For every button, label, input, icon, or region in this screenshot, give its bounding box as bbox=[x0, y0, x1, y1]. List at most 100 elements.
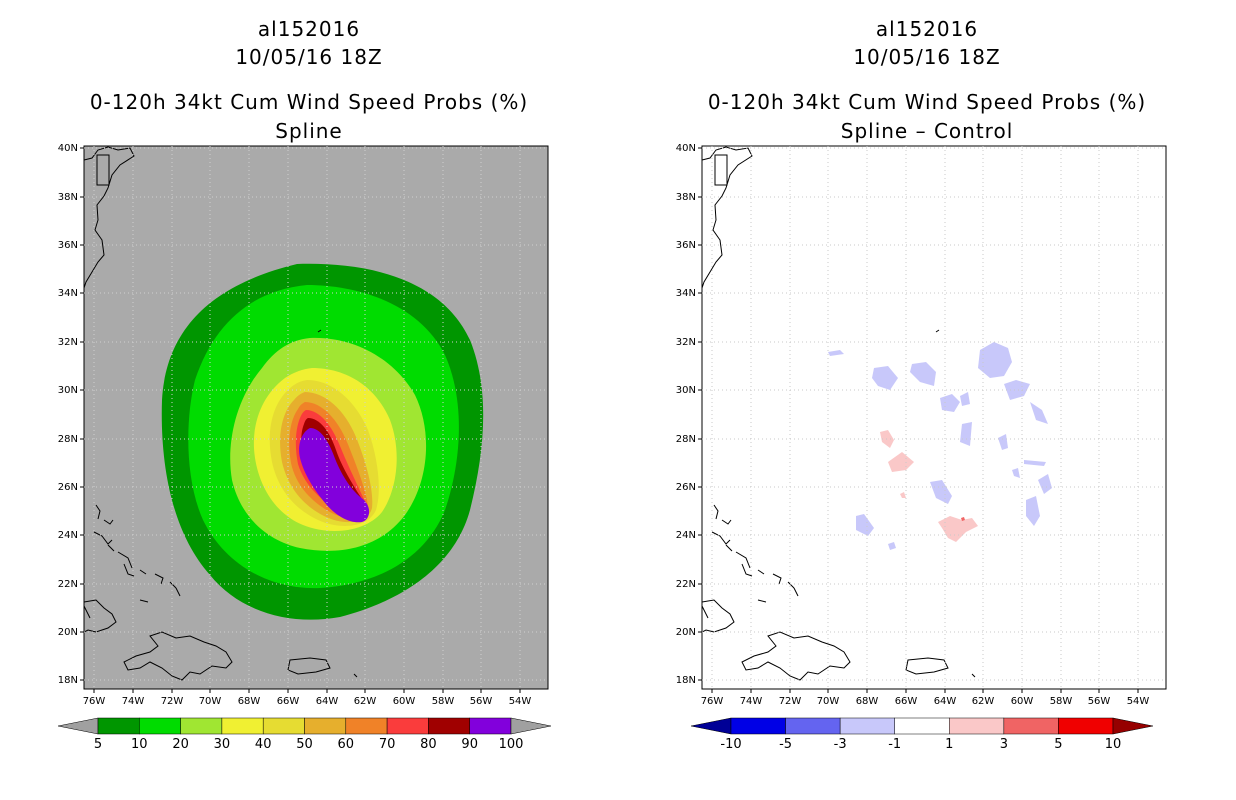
datetime-title: 10/05/16 18Z bbox=[235, 45, 383, 69]
map-axes: 76W 74W 72W 70W 68W 66W 64W 62W 60W 58W 56W 54W 18N 2… bbox=[58, 143, 532, 707]
colorbar-label: 5 bbox=[94, 737, 102, 752]
colorbar-label: 1 bbox=[945, 737, 953, 752]
colorbar-label: 10 bbox=[1105, 737, 1122, 752]
lon-tick-label: 56W bbox=[470, 696, 493, 707]
diff-neg bbox=[960, 392, 970, 406]
colorbar-label: 90 bbox=[461, 737, 478, 752]
puerto-rico-coast bbox=[287, 657, 331, 675]
lon-tick-label: 70W bbox=[199, 696, 222, 707]
colorbar-label: 30 bbox=[214, 737, 231, 752]
lat-tick-label: 34N bbox=[676, 288, 696, 299]
diff-neg bbox=[856, 514, 874, 536]
colorbar-over-arrow bbox=[1112, 717, 1154, 735]
small-islands bbox=[139, 329, 358, 678]
colorbar-swatch bbox=[97, 717, 140, 735]
lat-tick-label: 18N bbox=[676, 675, 696, 686]
lat-tick-label: 20N bbox=[58, 627, 78, 638]
bay-box bbox=[96, 154, 110, 186]
diff-neg bbox=[910, 362, 936, 386]
colorbar-swatch bbox=[345, 717, 388, 735]
colorbar-swatch bbox=[469, 717, 512, 735]
bay-box bbox=[714, 154, 728, 186]
colorbar-under-arrow bbox=[57, 717, 99, 735]
colorbar-label: -3 bbox=[834, 737, 847, 752]
diff-neg bbox=[978, 342, 1012, 378]
difference-colorbar: -10 -5 -3 -1 1 3 5 10 bbox=[690, 717, 1154, 752]
lon-tick-label: 66W bbox=[277, 696, 300, 707]
product-title: 0-120h 34kt Cum Wind Speed Probs (%) bbox=[89, 90, 529, 114]
coastlines bbox=[84, 146, 358, 681]
puerto-rico-coast bbox=[905, 657, 949, 675]
lon-tick-label: 76W bbox=[83, 696, 106, 707]
diff-neg bbox=[960, 422, 972, 446]
map-axes: 76W 74W 72W 70W 68W 66W 64W 62W 60W 58W 56W 54W 18N 2… bbox=[676, 143, 1150, 707]
colorbar-label: 50 bbox=[296, 737, 313, 752]
colorbar-swatch bbox=[221, 717, 264, 735]
colorbar-swatch bbox=[1058, 717, 1114, 735]
method-title: Spline bbox=[275, 119, 343, 143]
colorbar-swatch bbox=[785, 717, 841, 735]
lat-tick-label: 22N bbox=[58, 579, 78, 590]
diff-neg bbox=[1012, 468, 1020, 478]
cuba-coast bbox=[84, 599, 117, 633]
colorbar-label: 60 bbox=[338, 737, 355, 752]
diff-neg bbox=[1024, 460, 1046, 466]
map-grid bbox=[84, 146, 548, 689]
lon-tick-label: 58W bbox=[1050, 696, 1073, 707]
lat-tick-label: 38N bbox=[58, 192, 78, 203]
lon-tick-label: 58W bbox=[432, 696, 455, 707]
colorbar-swatch bbox=[839, 717, 895, 735]
lat-tick-label: 30N bbox=[676, 385, 696, 396]
left-map-panel: al152016 10/05/16 18Z 0-120h 34kt Cum Wi… bbox=[57, 17, 552, 752]
datetime-title: 10/05/16 18Z bbox=[853, 45, 1001, 69]
lat-tick-label: 28N bbox=[676, 434, 696, 445]
probability-contours bbox=[161, 263, 484, 620]
colorbar-label: -1 bbox=[888, 737, 901, 752]
bahamas-islands bbox=[711, 504, 799, 597]
diff-pos bbox=[900, 492, 906, 498]
lat-tick-label: 18N bbox=[58, 675, 78, 686]
colorbar-label: 20 bbox=[172, 737, 189, 752]
lon-tick-label: 74W bbox=[740, 696, 763, 707]
bahamas-islands bbox=[93, 504, 181, 597]
contour-90 bbox=[299, 428, 370, 523]
diff-neg bbox=[1026, 496, 1040, 526]
colorbar-swatch bbox=[949, 717, 1005, 735]
colorbar-swatch bbox=[139, 717, 181, 735]
lat-tick-label: 32N bbox=[676, 337, 696, 348]
lat-tick-label: 32N bbox=[58, 337, 78, 348]
right-map-panel: al152016 10/05/16 18Z 0-120h 34kt Cum Wi… bbox=[618, 0, 1236, 800]
lat-tick-label: 40N bbox=[58, 143, 78, 154]
us-east-coast bbox=[84, 146, 135, 289]
left-map-svg: 76W 74W 72W 70W 68W 66W 64W 62W 60W 58W 56W 54W 18N 2… bbox=[57, 143, 552, 752]
lon-tick-label: 54W bbox=[509, 696, 532, 707]
colorbar-label: 10 bbox=[131, 737, 148, 752]
storm-id-title: al152016 bbox=[257, 17, 361, 41]
lon-tick-label: 76W bbox=[701, 696, 724, 707]
lon-tick-label: 68W bbox=[856, 696, 879, 707]
diff-neg bbox=[998, 434, 1008, 450]
colorbar-swatch bbox=[180, 717, 223, 735]
probability-colorbar: 5 10 20 30 40 50 60 70 80 90 100 bbox=[57, 717, 552, 752]
lon-tick-label: 60W bbox=[1011, 696, 1034, 707]
lat-tick-label: 36N bbox=[676, 240, 696, 251]
diff-neg bbox=[1004, 380, 1030, 400]
lon-tick-label: 74W bbox=[122, 696, 145, 707]
colorbar-label: 5 bbox=[1054, 737, 1062, 752]
lon-tick-label: 54W bbox=[1127, 696, 1150, 707]
colorbar-label: -5 bbox=[779, 737, 792, 752]
lon-tick-label: 60W bbox=[393, 696, 416, 707]
lon-tick-label: 64W bbox=[316, 696, 339, 707]
diff-pos bbox=[938, 516, 978, 542]
lon-tick-label: 56W bbox=[1088, 696, 1111, 707]
hispaniola-coast bbox=[123, 631, 233, 681]
product-title: 0-120h 34kt Cum Wind Speed Probs (%) bbox=[707, 90, 1147, 114]
difference-patches bbox=[828, 342, 1052, 550]
diff-neg bbox=[888, 542, 896, 550]
lat-tick-label: 40N bbox=[676, 143, 696, 154]
colorbar-label: 100 bbox=[499, 737, 524, 752]
hispaniola-coast bbox=[741, 631, 851, 681]
diff-neg bbox=[930, 480, 952, 504]
lon-tick-label: 62W bbox=[354, 696, 377, 707]
diff-neg bbox=[872, 366, 898, 390]
